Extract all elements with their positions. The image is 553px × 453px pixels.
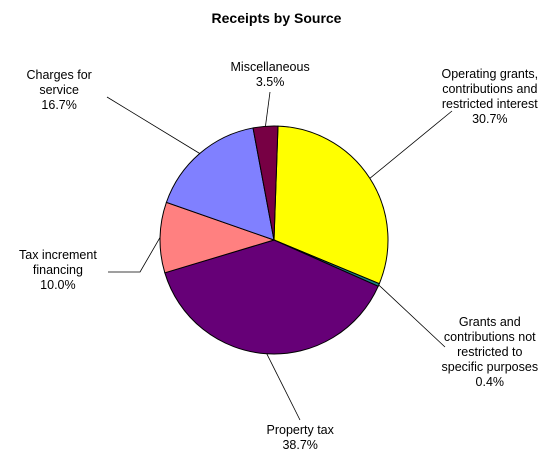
- chart-title: Receipts by Source: [211, 10, 342, 26]
- slice-label-line: Operating grants,: [441, 67, 539, 81]
- slice-label-line: 0.4%: [475, 375, 505, 389]
- leader-line: [378, 284, 446, 348]
- slice-label-line: service: [39, 83, 79, 97]
- slice-label-line: restricted interest: [441, 97, 538, 111]
- slice-label: Charges for service 16.7%: [27, 68, 92, 113]
- slice-label: Property tax 38.7%: [267, 423, 334, 453]
- leader-line: [369, 110, 453, 179]
- slice-label-line: contributions not: [443, 330, 536, 344]
- slice-label-line: 30.7%: [472, 112, 508, 126]
- pie-slice: [273, 125, 389, 285]
- slice-label: Tax increment financing 10.0%: [19, 248, 97, 293]
- slice-label-line: Grants and: [458, 315, 521, 329]
- slice-label-line: Miscellaneous: [230, 60, 310, 74]
- slice-label: Grants and contributions not restricted to…: [442, 315, 539, 390]
- slice-label-line: Property tax: [266, 423, 334, 437]
- pie-slice: [159, 201, 276, 274]
- leader-line: [108, 237, 161, 273]
- slice-label-line: financing: [32, 263, 83, 277]
- slice-label-line: specific purposes: [441, 360, 539, 374]
- pie-slice: [165, 127, 275, 241]
- slice-label-line: Tax increment: [19, 248, 97, 262]
- leader-line: [266, 353, 301, 421]
- slice-label-line: 38.7%: [282, 438, 318, 452]
- leader-line: [265, 91, 271, 127]
- slice-label-line: 10.0%: [40, 278, 76, 292]
- slice-label-line: Charges for: [26, 68, 92, 82]
- slice-label-line: contributions and: [442, 82, 538, 96]
- slice-label: Operating grants, contributions and restri…: [442, 67, 539, 127]
- leader-line: [106, 96, 200, 154]
- slice-label-line: 3.5%: [255, 75, 285, 89]
- slice-label: Miscellaneous 3.5%: [231, 60, 310, 90]
- slice-label-line: 16.7%: [41, 98, 77, 112]
- slice-label-line: restricted to: [457, 345, 523, 359]
